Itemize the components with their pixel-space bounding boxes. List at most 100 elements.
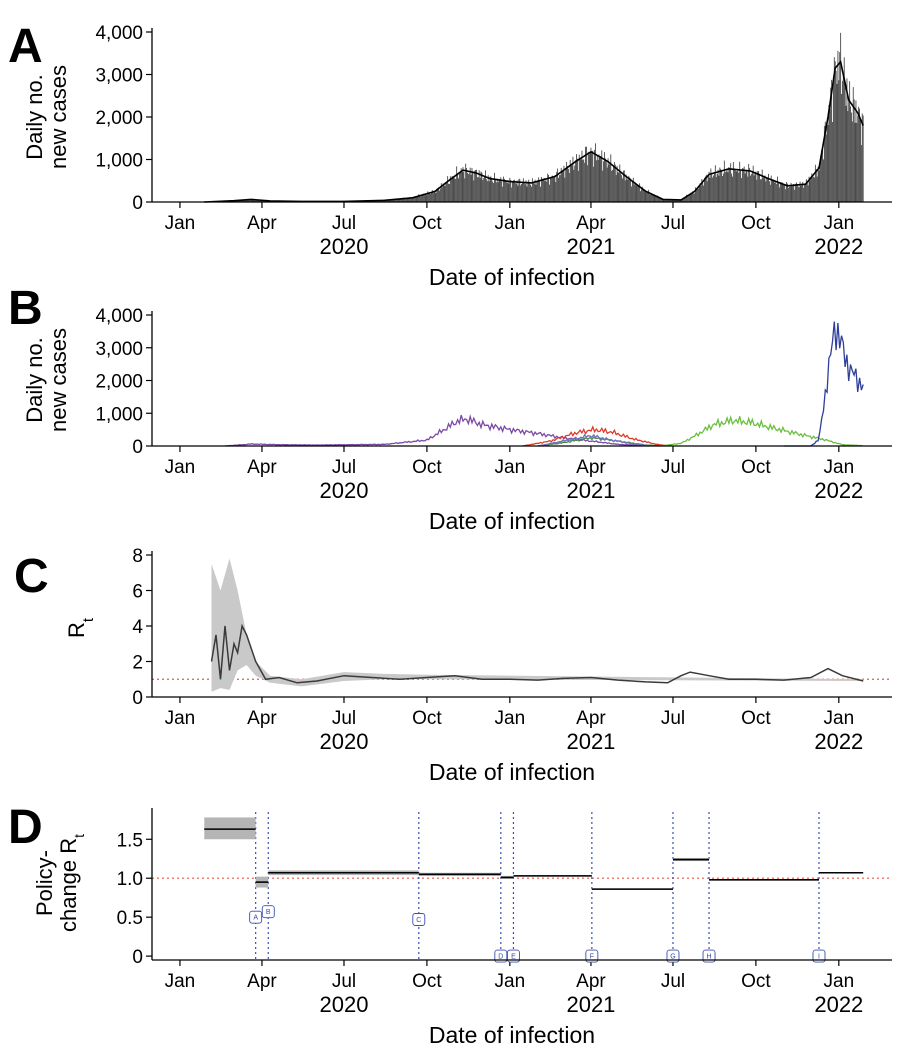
y-axis-title: Daily no.new cases [22, 65, 71, 169]
y-tick-label: 0 [132, 947, 143, 968]
x-tick-label: Jul [332, 457, 356, 478]
policy-badge [506, 949, 520, 963]
policy-badge [666, 949, 680, 963]
x-tick-label: Jan [165, 971, 196, 992]
series-line-4 [658, 414, 863, 447]
x-tick-label: Jul [332, 708, 356, 729]
x-tick-label: Apr [247, 457, 277, 478]
x-tick-label: Oct [741, 971, 771, 992]
y-tick-label: 0 [132, 193, 143, 214]
x-axis-title: Date of infection [429, 1022, 595, 1048]
x-axis-title: Date of infection [429, 508, 595, 534]
series-line-0 [224, 414, 645, 447]
x-tick-label: Jan [165, 457, 196, 478]
x-tick-label: Oct [412, 213, 442, 234]
y-axis-title: Policy-change Rt [32, 834, 87, 932]
x-tick-label: Apr [576, 457, 606, 478]
y-tick-label: 0 [132, 437, 143, 458]
smoothed-line [204, 60, 864, 203]
x-tick-label: Apr [247, 708, 277, 729]
x-year-label: 2022 [814, 729, 863, 754]
x-tick-label: Jan [495, 457, 526, 478]
y-tick-label: 1,000 [95, 404, 143, 425]
x-axis-title: Date of infection [429, 759, 595, 785]
policy-badge-label: G [670, 954, 675, 961]
x-tick-label: Jul [332, 213, 356, 234]
series-line-5 [783, 321, 864, 447]
policy-badge-label: D [498, 954, 503, 961]
policy-badge-label: E [511, 954, 516, 961]
y-axis-title-line: Daily no. [22, 337, 47, 423]
panel-letter-d: D [8, 801, 43, 854]
policy-badge [249, 910, 263, 924]
y-axis-title-line: Daily no. [22, 74, 47, 160]
x-tick-label: Apr [576, 708, 606, 729]
x-year-label: 2020 [320, 992, 369, 1017]
y-axis-title-subscript: t [71, 834, 87, 838]
x-year-label: 2022 [814, 992, 863, 1017]
series-line-1 [522, 425, 673, 447]
x-tick-label: Jul [332, 971, 356, 992]
policy-badge [812, 949, 826, 963]
policy-badge [261, 905, 275, 919]
y-tick-label: 2,000 [95, 108, 143, 129]
x-tick-label: Jul [661, 213, 685, 234]
series-line-3 [537, 433, 654, 447]
x-year-label: 2021 [566, 992, 615, 1017]
y-axis-title-line: new cases [46, 328, 71, 432]
policy-badge [585, 949, 599, 963]
x-year-label: 2020 [320, 478, 369, 503]
panel-b-chart: 0 1,000 2,000 3,000 4,000 Jan Apr Jul Oct Jan Apr J… [22, 306, 892, 534]
x-year-label: 2022 [814, 478, 863, 503]
y-tick-label: 8 [132, 546, 143, 567]
policy-badge-label: B [266, 909, 271, 916]
rt-line [210, 623, 864, 684]
policy-badge-label: F [590, 954, 594, 961]
panel-letter-b: B [8, 282, 43, 335]
x-tick-label: Oct [412, 457, 442, 478]
x-year-label: 2021 [566, 478, 615, 503]
x-tick-label: Apr [247, 213, 277, 234]
x-year-label: 2020 [320, 729, 369, 754]
x-tick-label: Jul [661, 971, 685, 992]
panel-a-chart: 0 1,000 2,000 3,000 4,000 Jan Apr Jul Oct Jan Apr J… [22, 23, 892, 290]
x-tick-label: Jul [661, 457, 685, 478]
panel-letter-a: A [8, 20, 43, 73]
x-tick-label: Jan [495, 708, 526, 729]
x-tick-label: Jan [165, 213, 196, 234]
policy-badge-label: I [818, 954, 820, 961]
x-tick-label: Jan [495, 213, 526, 234]
y-tick-label: 1.5 [117, 830, 143, 851]
x-tick-label: Jan [824, 457, 855, 478]
y-tick-label: 6 [132, 582, 143, 603]
x-year-label: 2022 [814, 234, 863, 259]
y-axis-title-subscript: t [80, 617, 97, 622]
panel-letter-c: C [14, 550, 49, 603]
y-tick-label: 0.5 [117, 908, 143, 929]
policy-badge [494, 949, 508, 963]
x-tick-label: Apr [576, 971, 606, 992]
y-tick-label: 1.0 [117, 869, 143, 890]
policy-badge-label: A [253, 915, 258, 922]
x-tick-label: Jan [165, 708, 196, 729]
x-tick-label: Oct [741, 708, 771, 729]
x-tick-label: Oct [412, 971, 442, 992]
x-tick-label: Apr [247, 971, 277, 992]
y-tick-label: 1,000 [95, 151, 143, 172]
x-tick-label: Jan [824, 213, 855, 234]
policy-badge-label: H [706, 954, 711, 961]
y-axis-title-line: change R [56, 838, 81, 932]
x-tick-label: Jul [661, 708, 685, 729]
policy-badge [702, 949, 716, 963]
y-axis-title: Rt [64, 617, 97, 638]
y-axis-title-line: new cases [46, 65, 71, 169]
policy-badge [412, 913, 426, 926]
y-tick-label: 4,000 [95, 23, 143, 44]
x-tick-label: Oct [412, 708, 442, 729]
y-tick-label: 2 [132, 653, 143, 674]
y-axis-title: Daily no.new cases [22, 328, 71, 432]
x-tick-label: Apr [576, 213, 606, 234]
x-year-label: 2021 [566, 234, 615, 259]
